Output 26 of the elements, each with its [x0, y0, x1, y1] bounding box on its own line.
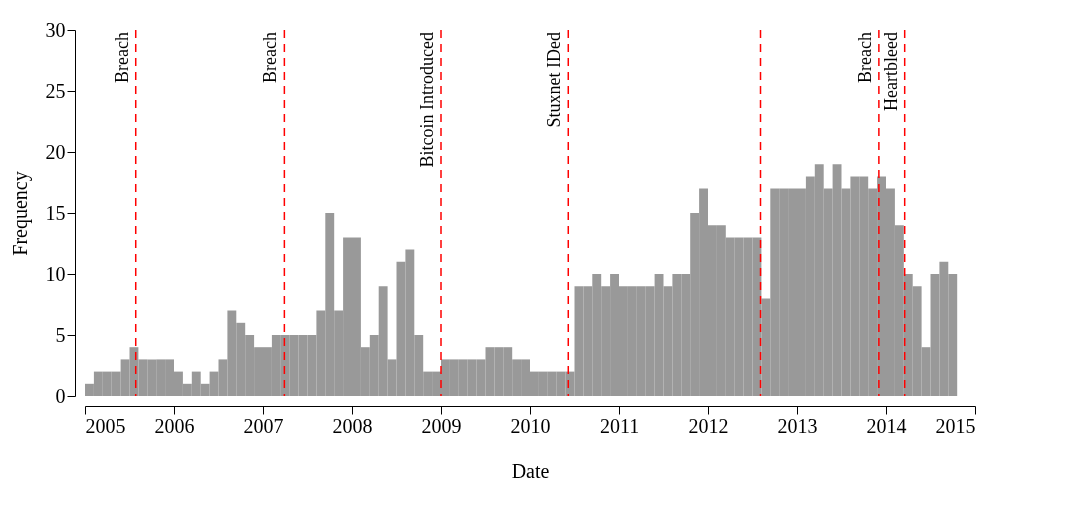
ref-line-label: Breach — [260, 32, 281, 83]
x-tick-label: 2015 — [935, 414, 976, 437]
y-tick-label: 0 — [55, 384, 66, 407]
ref-line-label: Breach — [854, 32, 875, 83]
ref-line-label: Stuxnet IDed — [544, 32, 565, 128]
ref-line-label: Heartbleed — [880, 32, 901, 111]
x-tick-label: 2009 — [421, 414, 462, 437]
ref-line-label: Bitcoin Introduced — [417, 32, 437, 168]
x-axis-title: Date — [511, 459, 550, 482]
y-tick-label: 30 — [45, 18, 66, 41]
x-tick-label: 2013 — [777, 414, 818, 437]
x-tick-label: 2011 — [599, 414, 640, 437]
y-tick-label: 10 — [45, 262, 66, 285]
x-tick-label: 2005 — [85, 414, 126, 437]
x-tick-label: 2010 — [510, 414, 551, 437]
y-tick-label: 5 — [55, 323, 66, 346]
ref-line-label: Breach — [111, 32, 132, 83]
x-tick-label: 2006 — [154, 414, 195, 437]
x-tick-label: 2014 — [866, 414, 907, 437]
y-tick-label: 20 — [45, 140, 66, 163]
x-tick-label: 2008 — [332, 414, 373, 437]
x-tick-label: 2007 — [243, 414, 284, 437]
y-tick-label: 15 — [45, 201, 66, 224]
x-tick-label: 2012 — [688, 414, 729, 437]
y-axis-title: Frequency — [8, 171, 32, 256]
y-tick-label: 25 — [45, 79, 66, 102]
